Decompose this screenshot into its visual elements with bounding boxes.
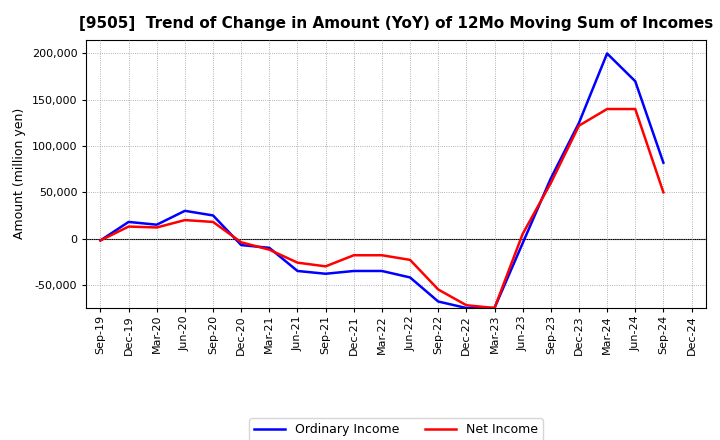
Ordinary Income (518, 241, 527, 246)
Net Income (96, 238, 105, 243)
Net Income (349, 253, 358, 258)
Y-axis label: Amount (million yen): Amount (million yen) (13, 108, 26, 239)
Net Income (603, 106, 611, 112)
Ordinary Income (349, 268, 358, 274)
Net Income (181, 217, 189, 223)
Ordinary Income (237, 242, 246, 248)
Ordinary Income (209, 213, 217, 218)
Net Income (377, 253, 386, 258)
Net Income (575, 123, 583, 128)
Ordinary Income (546, 176, 555, 181)
Net Income (321, 264, 330, 269)
Ordinary Income (462, 305, 471, 311)
Ordinary Income (265, 245, 274, 250)
Line: Net Income: Net Income (101, 109, 663, 308)
Legend: Ordinary Income, Net Income: Ordinary Income, Net Income (249, 418, 543, 440)
Net Income (406, 257, 415, 263)
Net Income (209, 219, 217, 224)
Ordinary Income (575, 120, 583, 125)
Ordinary Income (434, 299, 443, 304)
Ordinary Income (125, 219, 133, 224)
Net Income (462, 303, 471, 308)
Ordinary Income (293, 268, 302, 274)
Net Income (265, 247, 274, 252)
Line: Ordinary Income: Ordinary Income (101, 54, 663, 308)
Net Income (293, 260, 302, 265)
Ordinary Income (377, 268, 386, 274)
Ordinary Income (321, 271, 330, 276)
Ordinary Income (603, 51, 611, 56)
Ordinary Income (659, 160, 667, 165)
Net Income (631, 106, 639, 112)
Net Income (434, 287, 443, 292)
Ordinary Income (490, 305, 499, 311)
Net Income (125, 224, 133, 229)
Net Income (518, 231, 527, 237)
Net Income (153, 225, 161, 230)
Net Income (237, 240, 246, 245)
Net Income (659, 190, 667, 195)
Net Income (546, 180, 555, 186)
Ordinary Income (406, 275, 415, 280)
Ordinary Income (631, 79, 639, 84)
Ordinary Income (181, 208, 189, 213)
Ordinary Income (96, 238, 105, 243)
Title: [9505]  Trend of Change in Amount (YoY) of 12Mo Moving Sum of Incomes: [9505] Trend of Change in Amount (YoY) o… (79, 16, 713, 32)
Ordinary Income (153, 222, 161, 227)
Net Income (490, 305, 499, 311)
